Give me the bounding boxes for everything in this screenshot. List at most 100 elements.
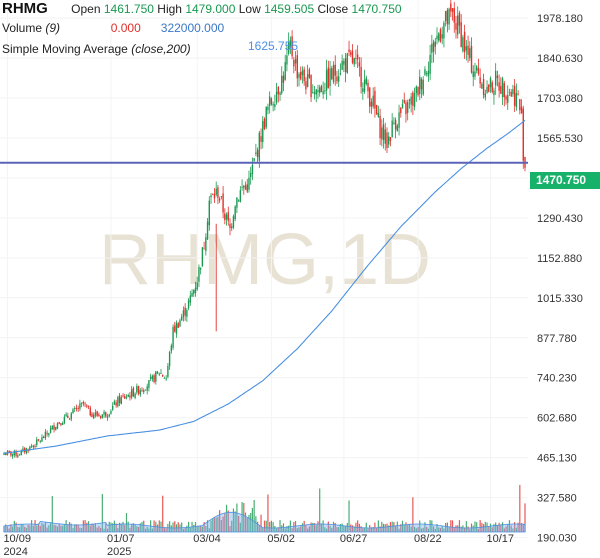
candle-body-128 <box>224 213 226 221</box>
volume-bar-106 <box>186 525 188 532</box>
volume-bar-173 <box>301 523 304 532</box>
volume-bar-41 <box>74 524 76 532</box>
volume-bar-141 <box>246 517 248 532</box>
volume-bar-53 <box>94 523 97 532</box>
candle-body-253 <box>439 29 442 42</box>
volume-bar-178 <box>310 522 312 532</box>
volume-bar-32 <box>58 523 60 532</box>
volume-bar-177 <box>308 526 310 532</box>
candle-body-218 <box>379 115 381 139</box>
volume-bar-40 <box>72 527 74 532</box>
candle-body-115 <box>201 247 204 267</box>
sma-label: Simple Moving Average <box>2 42 128 56</box>
volume-bar-282 <box>489 523 492 532</box>
volume-bar-93 <box>163 527 166 532</box>
volume-bar-46 <box>82 520 84 532</box>
volume-bar-98 <box>172 522 174 532</box>
candle-body-278 <box>482 79 485 95</box>
candle-body-18 <box>34 446 36 447</box>
volume-bar-190 <box>331 527 333 532</box>
volume-ma-area <box>3 511 526 533</box>
candle-body-285 <box>494 70 497 86</box>
candle-body-93 <box>163 378 166 379</box>
volume-bar-217 <box>377 520 379 532</box>
volume-bar-113 <box>198 525 200 532</box>
candle-body-170 <box>296 55 298 79</box>
volume-bar-30 <box>55 525 57 532</box>
candle-body-269 <box>467 45 469 55</box>
volume-bar-236 <box>410 526 412 532</box>
x-tick-label-4: 06/27 <box>340 533 368 545</box>
candle-body-146 <box>255 152 257 155</box>
volume-bar-19 <box>36 525 38 532</box>
candle-body-108 <box>189 295 192 303</box>
candle-body-234 <box>406 101 409 113</box>
volume-bar-294 <box>510 525 512 532</box>
candle-body-174 <box>303 69 305 82</box>
candle-body-230 <box>400 107 402 114</box>
candle-body-279 <box>484 93 487 98</box>
candle-body-72 <box>127 395 129 397</box>
candle-body-117 <box>205 237 207 252</box>
candle-body-74 <box>130 389 133 398</box>
candle-body-49 <box>87 405 90 407</box>
volume-bar-134 <box>234 511 236 532</box>
candle-body-38 <box>68 418 71 420</box>
volume-bar-299 <box>519 484 521 532</box>
volume-bar-156 <box>272 522 274 532</box>
volume-bar-153 <box>267 494 269 532</box>
candle-body-220 <box>382 124 385 141</box>
volume-bar-175 <box>305 524 307 532</box>
legend-row-ohlc: RHMG Open 1461.750 High 1479.000 Low 145… <box>2 0 402 17</box>
candle-body-111 <box>194 287 197 293</box>
volume-bar-51 <box>91 523 93 532</box>
candle-body-84 <box>148 380 150 388</box>
candle-body-250 <box>434 41 436 47</box>
candle-body-210 <box>365 77 367 85</box>
volume-bar-33 <box>60 525 62 532</box>
candle-body-194 <box>337 76 340 82</box>
candle-body-216 <box>375 105 378 115</box>
volume-bar-58 <box>103 528 105 532</box>
candle-body-180 <box>313 92 316 95</box>
volume-bar-34 <box>62 525 64 532</box>
candle-body-148 <box>258 132 261 161</box>
close-value: 1470.750 <box>351 2 402 16</box>
volume-bar-65 <box>115 523 117 532</box>
close-label: Close <box>317 2 349 16</box>
volume-bar-238 <box>413 526 416 532</box>
candle-body-239 <box>415 86 418 93</box>
candle-body-118 <box>206 221 209 240</box>
candle-body-188 <box>327 67 330 89</box>
candle-body-129 <box>225 214 228 220</box>
volume-bar-284 <box>493 524 495 532</box>
candle-body-190 <box>331 68 333 80</box>
y-tick-label-8: 1290.430 <box>537 213 583 225</box>
candle-body-9 <box>18 454 21 456</box>
volume-bar-214 <box>372 527 374 532</box>
volume-bar-36 <box>65 520 67 532</box>
candles <box>3 0 526 459</box>
candle-body-200 <box>348 49 350 52</box>
volume-bar-210 <box>365 522 367 532</box>
volume-bar-234 <box>407 524 409 532</box>
volume-bar-18 <box>34 520 36 532</box>
candle-body-95 <box>167 366 169 377</box>
candle-body-215 <box>374 90 376 109</box>
candle-body-265 <box>460 22 462 48</box>
candle-body-277 <box>481 83 483 89</box>
volume-bar-49 <box>87 521 90 532</box>
candle-body-1 <box>5 453 7 456</box>
candle-body-83 <box>146 386 148 391</box>
candle-body-208 <box>362 88 364 92</box>
volume-bar-24 <box>44 521 47 532</box>
volume-bar-154 <box>269 521 271 532</box>
volume-bar-207 <box>360 526 362 532</box>
candle-body-173 <box>301 70 304 76</box>
candle-body-267 <box>463 31 466 53</box>
volume-bar-4 <box>10 524 12 532</box>
volume-bar-5 <box>12 526 14 532</box>
candle-body-185 <box>322 91 324 95</box>
volume-bar-296 <box>514 522 516 532</box>
